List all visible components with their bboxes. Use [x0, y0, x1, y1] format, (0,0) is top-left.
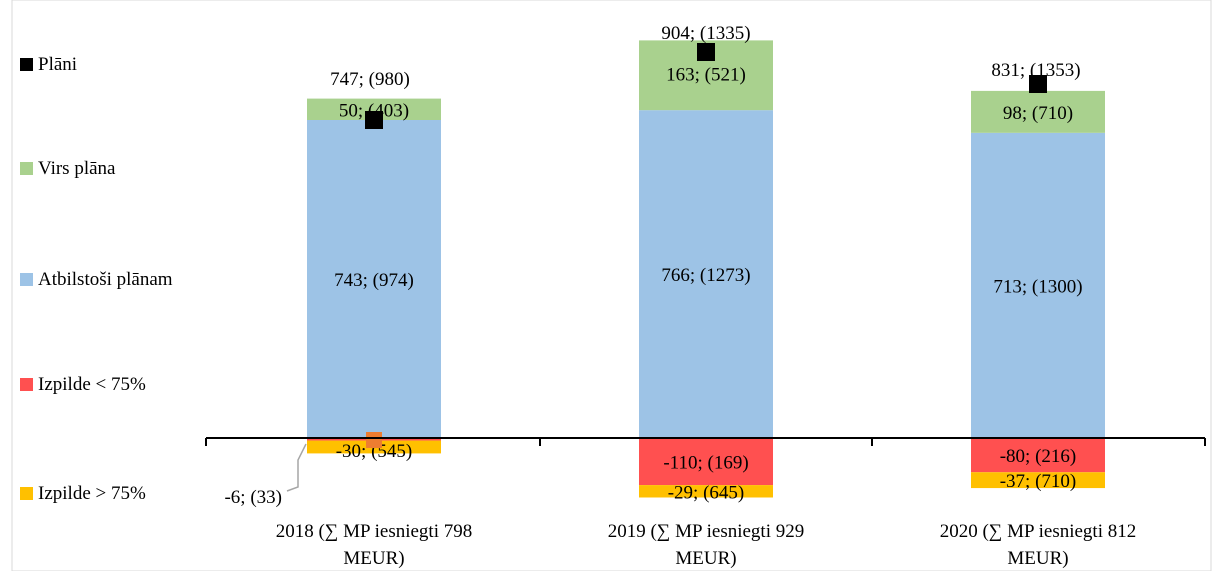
data-labels: 743; (974) 766; (1273) 713; (1300) 50; (403… — [224, 23, 1082, 508]
bar-virs_plana-0 — [307, 98, 441, 120]
category-label-2: 2020 (∑ MP iesniegti 812 MEUR) — [940, 521, 1137, 569]
chart-frame — [11, 0, 1212, 571]
legend-swatch-izpilde_lt_75 — [20, 378, 33, 391]
bar-izpilde_gt_75-2 — [971, 472, 1105, 489]
legend-swatch-izpilde_gt_75 — [20, 487, 33, 500]
bars — [307, 40, 1105, 498]
bar-izpilde_gt_75-1 — [639, 485, 773, 498]
label-izpilde-gt-2: -37; (710) — [1000, 471, 1077, 492]
category-label-0: 2018 (∑ MP iesniegti 798 MEUR) — [276, 521, 473, 569]
legend-swatch-atbilstosi_planam — [20, 273, 33, 286]
category-label-line: MEUR) — [343, 548, 404, 569]
category-label-line: 2019 (∑ MP iesniegti 929 — [608, 521, 805, 542]
legend-label-izpilde_lt_75: Izpilde < 75% — [38, 374, 146, 395]
label-izpilde-gt-1: -29; (645) — [668, 482, 745, 503]
label-virs-0: 50; (403) — [339, 100, 409, 121]
label-izpilde-gt-0: -30; (545) — [336, 441, 413, 462]
label-plan-2: 831; (1353) — [991, 60, 1080, 81]
orange-marker-2018 — [366, 432, 382, 448]
legend-swatch-plani — [20, 58, 33, 71]
label-plan-1: 904; (1335) — [661, 23, 750, 44]
bar-atbilstosi_planam-2 — [971, 132, 1105, 438]
category-labels: 2018 (∑ MP iesniegti 798 MEUR)2019 (∑ MP … — [276, 521, 1137, 569]
label-plan-0: 747; (980) — [330, 69, 410, 90]
legend-label-atbilstosi_planam: Atbilstoši plānam — [38, 269, 173, 290]
label-atbilstosi-2: 713; (1300) — [993, 276, 1082, 297]
plan-marker-1 — [697, 43, 715, 61]
label-atbilstosi-0: 743; (974) — [334, 270, 414, 291]
category-label-line: 2020 (∑ MP iesniegti 812 — [940, 521, 1137, 542]
label-izpilde-lt-1: -110; (169) — [663, 453, 748, 474]
category-label-1: 2019 (∑ MP iesniegti 929 MEUR) — [608, 521, 805, 569]
category-label-line: MEUR) — [675, 548, 736, 569]
bar-izpilde_lt_75-1 — [639, 438, 773, 486]
label-izpilde-lt-0: -6; (33) — [224, 487, 282, 508]
label-atbilstosi-1: 766; (1273) — [661, 265, 750, 286]
legend-label-virs_plana: Virs plāna — [38, 158, 116, 179]
label-virs-2: 98; (710) — [1003, 103, 1073, 124]
category-label-line: MEUR) — [1007, 548, 1068, 569]
plan-marker-0 — [365, 111, 383, 129]
label-izpilde-lt-2: -80; (216) — [1000, 446, 1077, 467]
bar-virs_plana-2 — [971, 90, 1105, 133]
plan-marker-2 — [1029, 75, 1047, 93]
label-virs-1: 163; (521) — [666, 64, 746, 85]
bar-atbilstosi_planam-1 — [639, 110, 773, 438]
category-label-line: 2018 (∑ MP iesniegti 798 — [276, 521, 473, 542]
legend-swatch-virs_plana — [20, 162, 33, 175]
bar-atbilstosi_planam-0 — [307, 120, 441, 438]
bar-izpilde_lt_75-2 — [971, 438, 1105, 473]
x-axis — [205, 437, 1206, 446]
leader-line-2018 — [286, 443, 307, 492]
legend-label-plani: Plāni — [38, 54, 77, 75]
legend-label-izpilde_gt_75: Izpilde > 75% — [38, 483, 146, 504]
legend: Plāni Virs plāna Atbilstoši plānam Izpilde … — [20, 54, 173, 504]
plan-markers — [365, 43, 1047, 448]
